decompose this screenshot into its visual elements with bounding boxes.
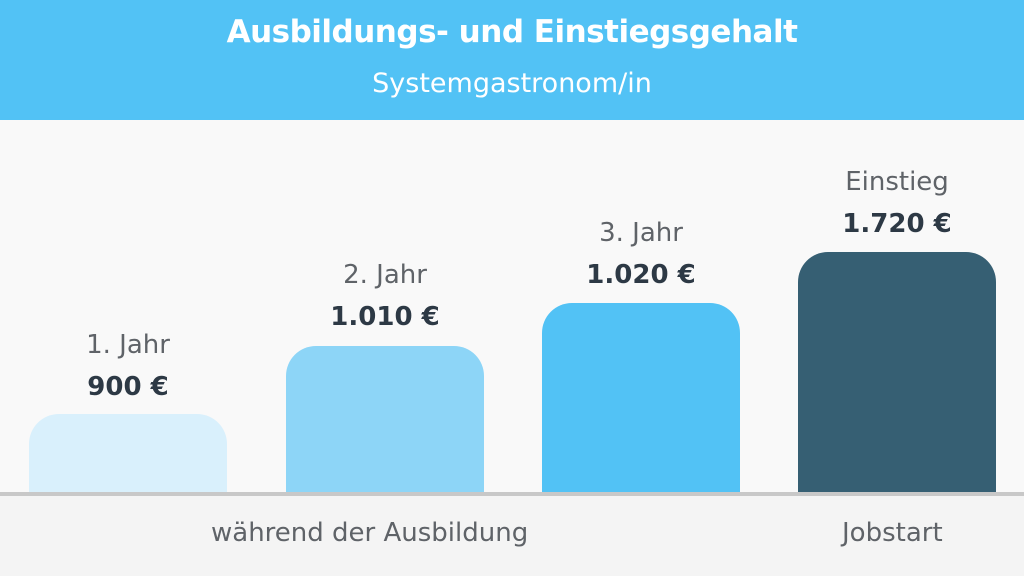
- bar-label-year-1: 1. Jahr: [86, 330, 170, 360]
- bar-year-2: [286, 346, 484, 492]
- bar-value-year-3: 1.020 €: [586, 260, 696, 290]
- x-axis-baseline: [0, 492, 1024, 496]
- chart-title: Ausbildungs- und Einstiegsgehalt: [226, 14, 798, 50]
- group-label-training: während der Ausbildung: [211, 518, 529, 548]
- bar-value-year-2: 1.010 €: [330, 302, 440, 332]
- chart-footer: [0, 496, 1024, 576]
- bar-value-year-1: 900 €: [87, 372, 169, 402]
- bar-value-einstieg: 1.720 €: [842, 209, 952, 239]
- bar-year-3: [542, 303, 740, 492]
- chart-subtitle: Systemgastronom/in: [372, 68, 652, 99]
- chart-header: Ausbildungs- und Einstiegsgehalt Systemg…: [0, 0, 1024, 120]
- bar-label-einstieg: Einstieg: [845, 167, 949, 197]
- bar-year-1: [29, 414, 227, 492]
- group-label-jobstart: Jobstart: [842, 518, 943, 548]
- bar-label-year-2: 2. Jahr: [343, 260, 427, 290]
- bar-einstieg: [798, 252, 996, 492]
- bar-label-year-3: 3. Jahr: [599, 218, 683, 248]
